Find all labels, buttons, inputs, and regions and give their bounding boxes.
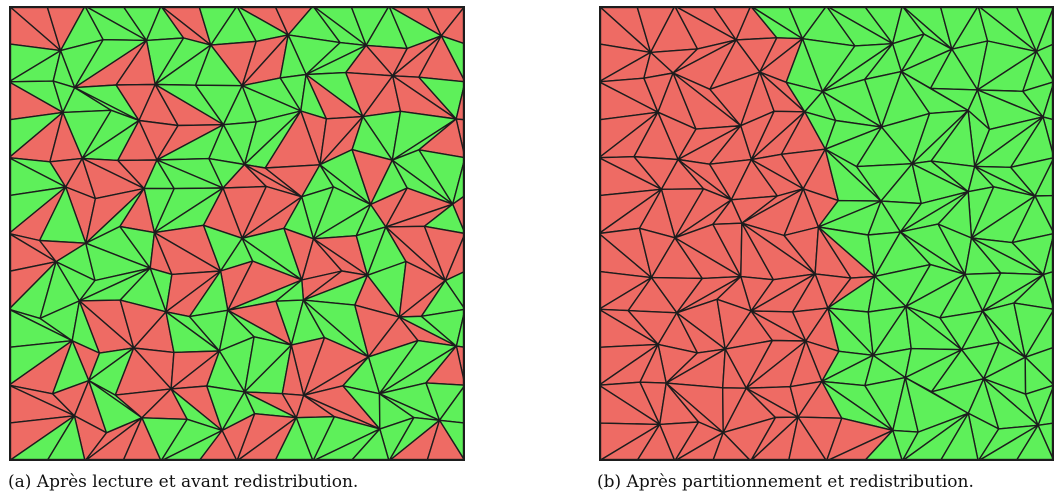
mesh-a-triangle [426,419,465,461]
mesh-b-triangle [939,412,979,461]
mesh-a-triangle [198,429,238,461]
mesh-svg-b [599,6,1054,461]
caption-b: (b) Après partitionnement et redistribut… [597,472,974,492]
mesh-a-triangle [122,417,162,461]
mesh-b-triangle [1015,424,1054,461]
mesh-panel-b [599,6,1054,461]
mesh-a-triangle [350,428,390,461]
caption-a: (a) Après lecture et avant redistributio… [8,472,359,492]
mesh-b-border [599,6,1054,461]
mesh-b-triangle [787,416,828,461]
mesh-b-triangle [636,423,676,461]
mesh-a-triangle [46,415,86,461]
mesh-b-triangle [863,429,903,461]
mesh-a-border [9,6,465,461]
mesh-panel-a [9,6,465,461]
mesh-a-triangle [274,417,314,461]
mesh-b-triangle [712,431,752,461]
mesh-svg-a [9,6,465,461]
